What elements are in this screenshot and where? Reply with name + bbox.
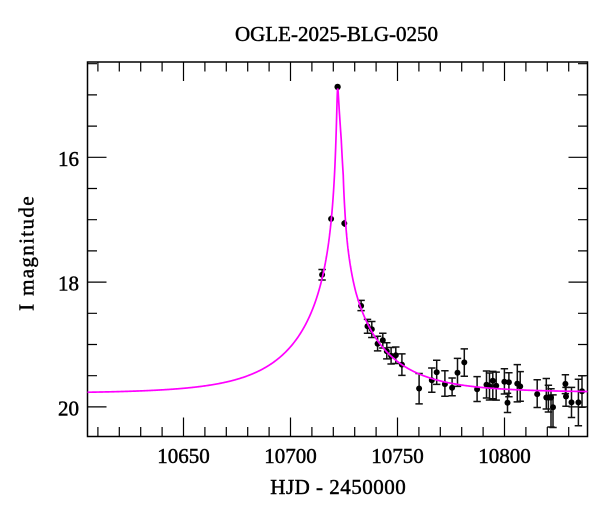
svg-text:16: 16	[58, 147, 79, 171]
svg-text:HJD - 2450000: HJD - 2450000	[270, 475, 406, 499]
svg-text:18: 18	[58, 272, 79, 296]
svg-text:OGLE-2025-BLG-0250: OGLE-2025-BLG-0250	[235, 22, 438, 46]
svg-text:20: 20	[58, 397, 79, 421]
svg-text:10800: 10800	[478, 444, 531, 468]
svg-text:10650: 10650	[157, 444, 210, 468]
svg-text:10750: 10750	[371, 444, 424, 468]
svg-text:10700: 10700	[264, 444, 317, 468]
svg-text:I magnitude: I magnitude	[15, 195, 39, 311]
